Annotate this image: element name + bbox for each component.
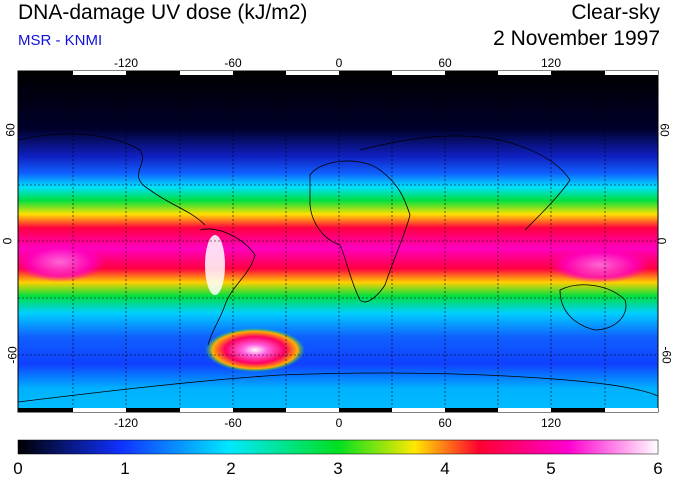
colorbar-label: 2	[226, 459, 236, 478]
lon-tick-bottom: -120	[113, 416, 139, 430]
lat-tick-right: -60	[659, 346, 674, 364]
colorbar-label: 3	[333, 459, 343, 478]
map-date: 2 November 1997	[493, 27, 660, 50]
frame-top-bar	[18, 71, 658, 75]
lat-tick-left: 0	[0, 237, 15, 245]
colorbar-label: 0	[13, 459, 23, 478]
lon-tick-top: -120	[113, 56, 139, 70]
sky-condition-label: Clear-sky	[571, 1, 660, 24]
lon-tick-bottom: 0	[335, 416, 343, 430]
lon-tick-top: -60	[224, 56, 242, 70]
lon-tick-top: 0	[335, 56, 343, 70]
lon-tick-bottom: 60	[438, 416, 452, 430]
coast-south-america	[199, 228, 256, 346]
lon-tick-top: 60	[438, 56, 452, 70]
lat-tick-left: -60	[5, 346, 20, 364]
lat-tick-right: 0	[654, 237, 669, 245]
colorbar-label: 1	[120, 459, 130, 478]
map-title: DNA-damage UV dose (kJ/m2)	[18, 1, 308, 24]
graticule	[18, 71, 658, 412]
ozone-hole-region	[205, 328, 305, 372]
coast-australia	[559, 284, 627, 331]
uv-field	[18, 71, 658, 412]
data-source-label: MSR - KNMI	[18, 32, 103, 49]
coast-africa	[309, 160, 411, 303]
uv-hotspot-australia	[550, 247, 650, 283]
lat-tick-right: 60	[657, 123, 672, 137]
colorbar	[17, 439, 659, 455]
lon-tick-bottom: -60	[224, 416, 242, 430]
coast-eurasia	[359, 135, 571, 231]
lat-tick-left: 60	[3, 123, 18, 137]
map-frame	[17, 70, 659, 413]
colorbar-label: 4	[440, 459, 450, 478]
coast-north-america	[18, 133, 206, 226]
colorbar-label: 6	[653, 459, 663, 478]
uv-hotspot-pacific	[18, 242, 105, 282]
frame-bottom-bar	[18, 408, 658, 412]
lon-tick-top: 120	[540, 56, 562, 70]
uv-hotspot-andes	[205, 235, 225, 295]
colorbar-label: 5	[546, 459, 556, 478]
lon-tick-bottom: 120	[540, 416, 562, 430]
coast-antarctica	[18, 372, 658, 403]
coastlines	[18, 133, 658, 403]
